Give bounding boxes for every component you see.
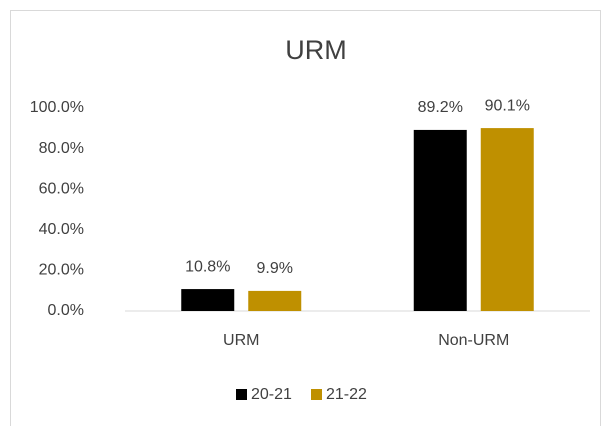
data-label: 90.1%	[485, 97, 530, 114]
y-tick-label: 60.0%	[39, 180, 84, 197]
y-tick-label: 80.0%	[39, 140, 84, 157]
legend-swatch	[311, 389, 322, 400]
y-tick-label: 40.0%	[39, 221, 84, 238]
legend-swatch	[236, 389, 247, 400]
legend-label: 21-22	[326, 386, 367, 403]
legend-label: 20-21	[251, 386, 292, 403]
bar	[413, 129, 467, 311]
bar	[181, 289, 235, 311]
x-tick-label: URM	[223, 332, 259, 349]
x-tick-label: Non-URM	[438, 332, 509, 349]
data-label: 9.9%	[257, 260, 293, 277]
data-label: 10.8%	[185, 258, 230, 275]
y-tick-label: 20.0%	[39, 262, 84, 279]
chart-title: URM	[285, 35, 347, 65]
y-tick-label: 100.0%	[30, 99, 84, 116]
bar	[480, 128, 534, 311]
bar	[248, 290, 302, 311]
data-label: 89.2%	[418, 99, 463, 116]
y-tick-label: 0.0%	[48, 302, 84, 319]
